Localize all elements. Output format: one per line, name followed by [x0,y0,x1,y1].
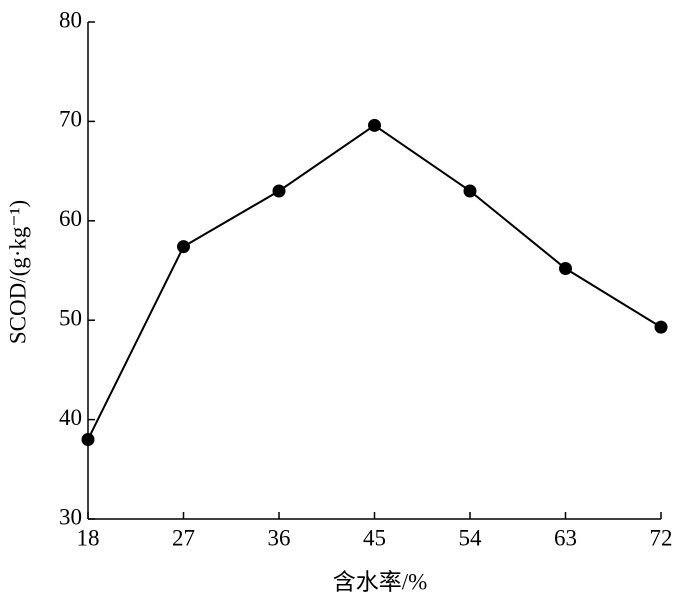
y-axis-label: SCOD/(g·kg⁻¹) [5,200,30,344]
y-tick-label: 50 [59,305,82,330]
data-point [272,184,286,198]
data-point [654,320,668,334]
series-line [87,124,662,440]
data-point [81,432,95,446]
y-tick-label: 40 [59,405,82,430]
x-axis-label: 含水率/% [333,569,428,594]
x-tick-label: 27 [172,525,195,550]
x-tick-label: 36 [268,525,291,550]
x-tick-label: 63 [554,525,577,550]
data-point [177,240,190,254]
x-tick-label: 54 [459,525,483,550]
x-tick-label: 72 [650,525,673,550]
y-tick-label: 60 [59,206,82,231]
x-tick-label: 45 [363,525,386,550]
data-point [559,262,572,276]
y-tick-label: 80 [59,7,82,32]
data-point [368,118,381,132]
y-tick-label: 30 [59,504,82,529]
data-point [463,184,477,198]
y-tick-label: 70 [59,107,82,132]
x-tick-label: 18 [77,525,100,550]
